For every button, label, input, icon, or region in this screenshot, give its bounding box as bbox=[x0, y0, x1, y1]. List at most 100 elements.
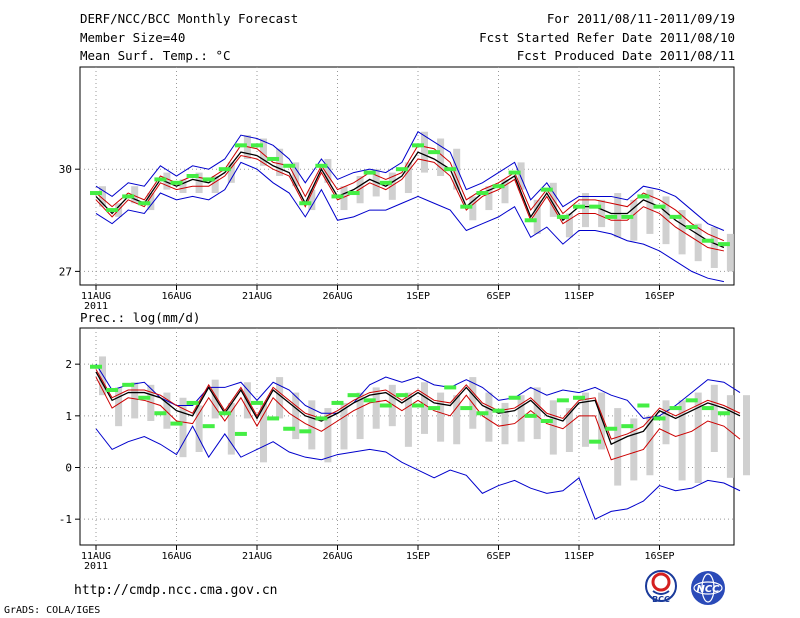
prec-x-tick-label: 26AUG bbox=[322, 551, 352, 562]
temp-spread-bar bbox=[356, 176, 364, 204]
prec-x-tick-label: 1SEP bbox=[406, 551, 430, 562]
temp-spread-bar bbox=[678, 210, 686, 255]
ncc-logo: NCC bbox=[691, 571, 725, 605]
prec-spread-bar bbox=[694, 392, 702, 483]
temp-min-line bbox=[95, 161, 725, 283]
prec-spread-bar bbox=[324, 408, 332, 463]
temp-member-mark bbox=[492, 184, 505, 189]
temp-x-tick-label: 11AUG bbox=[81, 291, 111, 302]
prec-member-mark bbox=[106, 388, 119, 392]
prec-member-mark bbox=[379, 403, 392, 408]
temp-spread-bar bbox=[388, 172, 396, 200]
temp-member-mark bbox=[202, 177, 215, 182]
temp-member-mark bbox=[589, 204, 602, 209]
prec-member-mark bbox=[637, 403, 650, 408]
temp-member-mark bbox=[218, 167, 231, 172]
prec-x-tick-label: 11SEP bbox=[564, 551, 594, 562]
temp-member-mark bbox=[122, 194, 135, 199]
temp-member-mark bbox=[428, 150, 441, 155]
temp-member-mark bbox=[412, 143, 424, 148]
prec-member-mark bbox=[556, 398, 569, 403]
prec-y-tick-label: 2 bbox=[65, 358, 72, 371]
prec-spread-bar bbox=[372, 387, 380, 429]
prec-member-mark bbox=[90, 364, 102, 369]
prec-spread-bar bbox=[276, 377, 284, 419]
temp-spread-bar bbox=[147, 193, 155, 211]
prec-member-mark bbox=[573, 395, 585, 400]
temp-year-label: 2011 bbox=[84, 301, 108, 312]
prec-member-mark bbox=[170, 421, 183, 426]
prec-member-mark bbox=[621, 424, 634, 429]
temp-x-tick-label: 16SEP bbox=[644, 291, 674, 302]
temp-spread-bar bbox=[485, 186, 493, 211]
temp-y-tick-label: 27 bbox=[59, 265, 72, 278]
temp-spread-bar bbox=[710, 227, 718, 268]
prec-x-tick-label: 6SEP bbox=[486, 551, 510, 562]
prec-member-mark bbox=[395, 393, 408, 398]
prec-member-mark bbox=[234, 431, 247, 436]
website-url[interactable]: http://cmdp.ncc.cma.gov.cn bbox=[74, 583, 278, 598]
prec-spread-bar bbox=[501, 402, 509, 445]
prec-spread-bar bbox=[227, 402, 235, 455]
temp-spread-bar bbox=[340, 186, 348, 211]
member-size: Member Size=40 bbox=[80, 30, 186, 45]
prec-spread-bar bbox=[630, 418, 638, 481]
precipitation-label: Prec.: log(mm/d) bbox=[80, 310, 201, 325]
temp-spread-bar bbox=[163, 172, 171, 190]
prec-member-mark bbox=[540, 419, 553, 423]
prec-spread-bar bbox=[388, 384, 396, 427]
temp-spread-bar bbox=[614, 193, 622, 238]
prec-spread-bar bbox=[356, 392, 364, 440]
prec-x-tick-label: 11AUG bbox=[81, 551, 111, 562]
temp-spread-bar bbox=[324, 158, 332, 183]
temp-spread-bar bbox=[517, 162, 525, 190]
temp-spread-bar bbox=[565, 213, 573, 238]
prec-member-mark bbox=[251, 400, 263, 405]
temp-spread-bar bbox=[195, 172, 203, 194]
temp-member-mark bbox=[669, 214, 682, 219]
temp-member-mark bbox=[444, 167, 457, 172]
prec-mean-line bbox=[95, 371, 741, 446]
temp-spread-bar bbox=[598, 199, 606, 228]
bcc-logo-text: BCC bbox=[652, 595, 670, 604]
temp-x-tick-label: 6SEP bbox=[486, 291, 510, 302]
prec-spread-bar bbox=[437, 392, 445, 442]
temp-spread-bar bbox=[630, 199, 638, 241]
temp-spread-bar bbox=[437, 138, 445, 176]
temp-spread-bar bbox=[694, 223, 702, 262]
chart-title: DERF/NCC/BCC Monthly Forecast bbox=[80, 11, 299, 26]
temp-member-mark bbox=[90, 191, 102, 196]
temp-member-mark bbox=[251, 143, 263, 148]
prec-spread-bar bbox=[115, 387, 123, 427]
prec-spread-bar bbox=[421, 382, 428, 434]
prec-spread-bar bbox=[340, 402, 348, 450]
prec-member-mark bbox=[283, 426, 296, 431]
prec-spread-bar bbox=[453, 395, 461, 445]
temp-member-mark bbox=[315, 163, 328, 168]
prec-member-mark bbox=[717, 411, 730, 416]
forecast-start-date: Fcst Started Refer Date 2011/08/10 bbox=[479, 30, 735, 45]
prec-upper-line bbox=[95, 369, 741, 440]
prec-member-mark bbox=[492, 408, 505, 413]
prec-x-tick-label: 16AUG bbox=[161, 551, 191, 562]
prec-member-mark bbox=[444, 385, 457, 390]
bcc-logo: BCC bbox=[645, 570, 677, 604]
prec-x-tick-label: 21AUG bbox=[242, 551, 272, 562]
temp-member-mark bbox=[154, 177, 167, 182]
temp-member-mark bbox=[573, 204, 585, 209]
prec-spread-bar bbox=[179, 397, 187, 458]
temp-spread-bar bbox=[421, 131, 428, 173]
prec-spread-bar bbox=[533, 387, 541, 440]
prec-spread-bar bbox=[598, 392, 606, 450]
prec-member-mark bbox=[605, 426, 618, 431]
temperature-label: Mean Surf. Temp.: °C bbox=[80, 48, 231, 63]
temp-member-mark bbox=[605, 214, 618, 219]
temp-x-tick-label: 1SEP bbox=[406, 291, 430, 302]
temp-spread-bar bbox=[453, 148, 461, 190]
prec-y-tick-label: 0 bbox=[65, 462, 72, 475]
prec-member-mark bbox=[122, 382, 135, 387]
prec-member-mark bbox=[685, 398, 698, 403]
temp-x-tick-label: 11SEP bbox=[564, 291, 594, 302]
temp-spread-bar bbox=[227, 162, 235, 183]
